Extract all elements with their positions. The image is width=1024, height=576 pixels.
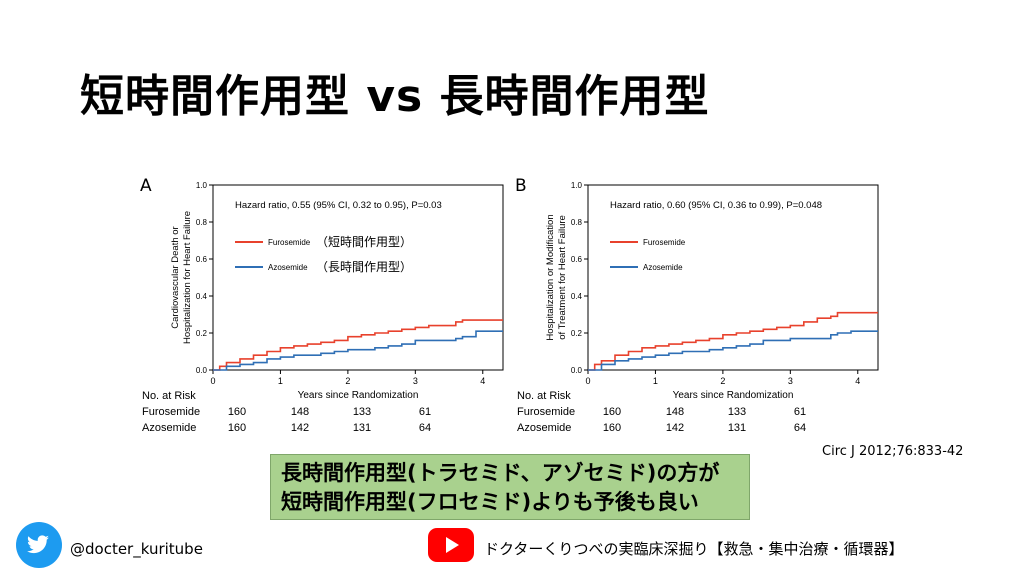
risk-table-title-b: No. at Risk: [517, 390, 571, 402]
legend-note-azosemide: （長時間作用型）: [316, 260, 412, 274]
risk-value: 133: [727, 406, 747, 418]
risk-value: 148: [665, 406, 685, 418]
risk-row-label: Azosemide: [142, 422, 197, 434]
plot-frame: [587, 184, 879, 371]
y-tick-label: 0.8: [196, 218, 208, 227]
risk-value: 148: [290, 406, 310, 418]
y-tick-label: 1.0: [571, 181, 583, 190]
risk-value: 160: [602, 406, 622, 418]
x-tick-label: 0: [210, 376, 215, 386]
risk-value: 133: [352, 406, 372, 418]
channel-name[interactable]: ドクターくりつべの実臨床深掘り【救急・集中治療・循環器】: [484, 540, 904, 558]
x-axis-label: Years since Randomization: [298, 390, 419, 401]
y-axis-label-line2: of Treatment for Heart Failure: [557, 215, 568, 340]
y-tick-label: 1.0: [196, 181, 208, 190]
x-tick-label: 2: [720, 376, 725, 386]
risk-value: 142: [665, 422, 685, 434]
risk-row-label: Azosemide: [517, 422, 572, 434]
risk-value: 142: [290, 422, 310, 434]
x-tick-label: 1: [278, 376, 283, 386]
km-chart-b-svg: 0.0 0.2 0.4 0.6 0.8 1.0 0 1 2 3 4 Years since Rando…: [545, 181, 879, 401]
y-tick-label: 0.6: [571, 255, 583, 264]
callout-line-2: 短時間作用型(フロセミド)よりも予後も良い: [281, 490, 699, 514]
x-tick-label: 2: [345, 376, 350, 386]
series-line-azosemide: [588, 330, 878, 371]
y-tick-label: 0.0: [196, 366, 208, 375]
x-tick-label: 0: [585, 376, 590, 386]
x-axis-label: Years since Randomization: [673, 390, 794, 401]
y-tick-label: 0.2: [196, 329, 208, 338]
risk-value: 131: [727, 422, 747, 434]
chart-panel-b: 0.0 0.2 0.4 0.6 0.8 1.0 0 1 2 3 4 Years since Rando…: [513, 170, 879, 440]
y-tick-label: 0.8: [571, 218, 583, 227]
y-axis-label-line1: Cardiovascular Death or: [170, 226, 181, 328]
twitter-bird-glyph: [27, 535, 49, 554]
risk-row-label: Furosemide: [517, 406, 576, 418]
risk-row-label: Furosemide: [142, 406, 201, 418]
legend-label-furosemide: Furosemide: [268, 238, 311, 247]
legend-label-azosemide: Azosemide: [643, 263, 683, 272]
risk-value: 64: [418, 422, 432, 434]
panel-letter-a: A: [140, 176, 152, 196]
series-line-furosemide: [213, 319, 503, 371]
legend-label-furosemide: Furosemide: [643, 238, 686, 247]
risk-value: 64: [793, 422, 807, 434]
conclusion-callout: 長時間作用型(トラセミド、アゾセミド)の方が 短時間作用型(フロセミド)よりも予…: [270, 454, 750, 520]
series-line-furosemide: [588, 311, 878, 371]
chart-panel-a: 0.0 0.2 0.4 0.6 0.8 1.0 0 1 2 3 4 Years since Rando…: [138, 170, 504, 440]
x-tick-label: 4: [480, 376, 485, 386]
twitter-bird-icon[interactable]: [16, 522, 62, 568]
legend-note-furosemide: （短時間作用型）: [316, 235, 412, 249]
y-tick-label: 0.2: [571, 329, 583, 338]
series-line-azosemide: [213, 330, 503, 371]
y-tick-label: 0.6: [196, 255, 208, 264]
risk-value: 61: [418, 406, 432, 418]
x-tick-label: 4: [855, 376, 860, 386]
slide-title: 短時間作用型 vs 長時間作用型: [80, 71, 710, 122]
hazard-ratio-annotation: Hazard ratio, 0.55 (95% CI, 0.32 to 0.95…: [235, 200, 442, 211]
youtube-play-glyph: [446, 537, 459, 553]
risk-value: 160: [227, 406, 247, 418]
youtube-play-icon[interactable]: [428, 528, 474, 562]
x-tick-label: 1: [653, 376, 658, 386]
x-tick-label: 3: [413, 376, 418, 386]
y-axis-label-line2: Hospitalization for Heart Failure: [182, 211, 193, 344]
twitter-handle[interactable]: @docter_kuritube: [70, 540, 203, 558]
hazard-ratio-annotation: Hazard ratio, 0.60 (95% CI, 0.36 to 0.99…: [610, 200, 822, 211]
risk-value: 160: [227, 422, 247, 434]
y-tick-label: 0.0: [571, 366, 583, 375]
callout-line-1: 長時間作用型(トラセミド、アゾセミド)の方が: [281, 461, 720, 485]
x-tick-label: 3: [788, 376, 793, 386]
legend-label-azosemide: Azosemide: [268, 263, 308, 272]
plot-frame: [212, 184, 504, 371]
risk-value: 61: [793, 406, 807, 418]
km-chart-a-svg: 0.0 0.2 0.4 0.6 0.8 1.0 0 1 2 3 4 Years since Rando…: [170, 181, 504, 401]
risk-table-title-a: No. at Risk: [142, 390, 196, 402]
y-tick-label: 0.4: [571, 292, 583, 301]
y-tick-label: 0.4: [196, 292, 208, 301]
risk-value: 160: [602, 422, 622, 434]
citation: Circ J 2012;76:833-42: [822, 444, 964, 459]
y-axis-label-line1: Hospitalization or Modification: [545, 214, 556, 340]
panel-letter-b: B: [515, 176, 527, 196]
risk-value: 131: [352, 422, 372, 434]
